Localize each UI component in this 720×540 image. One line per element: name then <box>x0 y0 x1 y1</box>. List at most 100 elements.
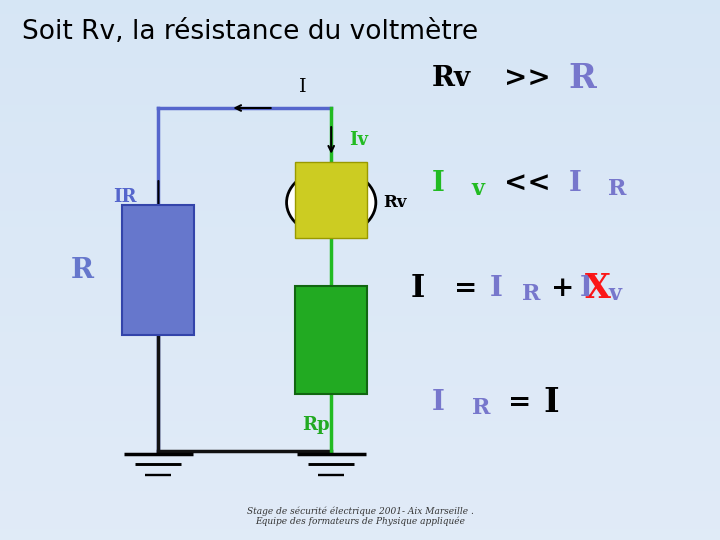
Text: R: R <box>522 284 541 305</box>
Bar <box>0 230 720 232</box>
Bar <box>0 397 720 400</box>
Bar <box>0 14 720 16</box>
Bar <box>0 521 720 524</box>
Bar <box>295 162 367 238</box>
Bar <box>0 267 720 270</box>
Bar <box>0 421 720 424</box>
Bar <box>0 78 720 81</box>
Bar <box>0 362 720 364</box>
Bar <box>0 335 720 338</box>
Bar <box>0 446 720 448</box>
Text: I: I <box>580 275 593 302</box>
Bar <box>0 86 720 89</box>
Bar <box>0 316 720 319</box>
Bar <box>0 319 720 321</box>
Bar <box>0 232 720 235</box>
Text: I: I <box>490 275 503 302</box>
Text: v: v <box>608 284 621 305</box>
Bar <box>0 478 720 481</box>
Bar <box>0 24 720 27</box>
Bar <box>0 208 720 211</box>
Bar <box>0 300 720 302</box>
Bar <box>0 46 720 49</box>
Bar <box>0 297 720 300</box>
Bar <box>0 51 720 54</box>
Bar <box>0 467 720 470</box>
Bar <box>0 370 720 373</box>
Bar <box>0 400 720 402</box>
Bar <box>0 348 720 351</box>
Bar <box>0 8 720 11</box>
Bar <box>0 238 720 240</box>
Bar <box>0 178 720 181</box>
Bar <box>0 173 720 176</box>
Bar <box>0 57 720 59</box>
Bar <box>0 305 720 308</box>
Bar <box>0 416 720 418</box>
Bar <box>0 386 720 389</box>
Bar <box>0 392 720 394</box>
Bar <box>0 105 720 108</box>
Bar <box>0 62 720 65</box>
Bar <box>0 127 720 130</box>
Bar <box>0 327 720 329</box>
Bar <box>0 89 720 92</box>
Bar <box>0 216 720 219</box>
Bar <box>0 5 720 8</box>
Bar <box>0 394 720 397</box>
Bar <box>0 92 720 94</box>
Bar <box>0 138 720 140</box>
Bar <box>0 162 720 165</box>
Bar <box>0 418 720 421</box>
Bar <box>0 176 720 178</box>
Bar <box>0 524 720 526</box>
Text: R: R <box>569 62 597 95</box>
Bar <box>0 221 720 224</box>
Text: I: I <box>299 78 306 96</box>
Bar <box>0 437 720 440</box>
Bar <box>0 413 720 416</box>
Text: >>: >> <box>504 65 551 92</box>
Bar <box>0 424 720 427</box>
Bar <box>0 54 720 57</box>
Text: Rp: Rp <box>302 416 330 434</box>
Bar <box>0 346 720 348</box>
Bar <box>0 281 720 284</box>
Bar <box>0 151 720 154</box>
Bar <box>0 22 720 24</box>
Bar <box>0 308 720 310</box>
Text: R: R <box>71 256 94 284</box>
Bar <box>0 43 720 46</box>
Circle shape <box>287 169 376 236</box>
Bar <box>0 375 720 378</box>
Bar <box>0 213 720 216</box>
Bar <box>0 432 720 435</box>
Bar <box>0 181 720 184</box>
Bar <box>0 235 720 238</box>
Bar <box>0 97 720 100</box>
Bar <box>0 165 720 167</box>
Bar <box>0 154 720 157</box>
Bar <box>0 132 720 135</box>
Bar <box>0 227 720 229</box>
Bar <box>0 429 720 432</box>
Bar <box>0 338 720 340</box>
Bar <box>0 364 720 367</box>
Bar <box>0 381 720 383</box>
Bar <box>0 472 720 475</box>
Bar <box>0 489 720 491</box>
Bar <box>0 184 720 186</box>
Bar <box>0 340 720 343</box>
Bar <box>0 30 720 32</box>
Bar <box>0 378 720 381</box>
Bar <box>0 35 720 38</box>
Bar <box>0 383 720 386</box>
Bar <box>0 278 720 281</box>
Text: Rv: Rv <box>432 65 471 92</box>
Bar <box>0 192 720 194</box>
Bar <box>0 470 720 472</box>
Bar <box>0 443 720 445</box>
Bar <box>0 402 720 405</box>
Bar <box>0 321 720 324</box>
Bar <box>0 243 720 246</box>
